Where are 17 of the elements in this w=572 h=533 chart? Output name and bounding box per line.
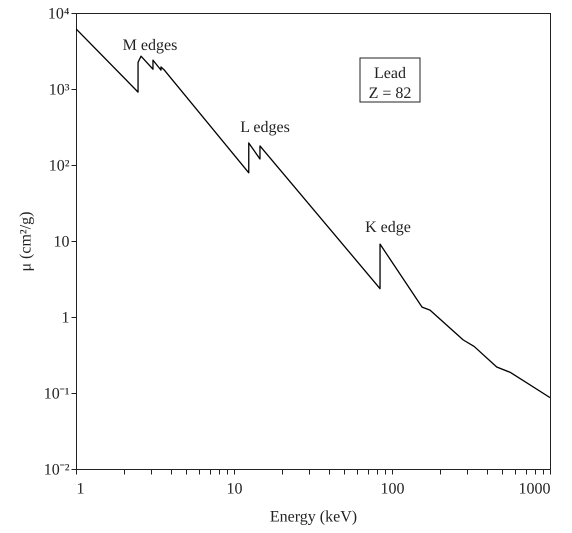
y-tick-label: 10⁴	[48, 6, 70, 22]
x-tick-label: 1	[76, 480, 84, 498]
x-tick-label: 1000	[518, 480, 550, 498]
annotation: Lead Z = 82	[368, 65, 412, 102]
y-tick-label: 10²	[48, 158, 70, 174]
y-axis-title: μ (cm²/g)	[18, 211, 35, 272]
y-tick-label: 10	[54, 234, 70, 250]
y-tick-label: 10⁻¹	[44, 386, 70, 402]
y-tick-label: 1	[62, 310, 70, 326]
annotation: K edge	[365, 219, 411, 236]
annotation: L edges	[240, 119, 290, 136]
x-tick-label: 10	[226, 480, 242, 498]
x-axis-title: Energy (keV)	[270, 508, 358, 526]
annotation: M edges	[122, 37, 178, 54]
x-tick-label: 100	[380, 480, 404, 498]
y-tick-label: 10⁻²	[44, 462, 70, 478]
y-tick-label: 10³	[48, 82, 70, 98]
